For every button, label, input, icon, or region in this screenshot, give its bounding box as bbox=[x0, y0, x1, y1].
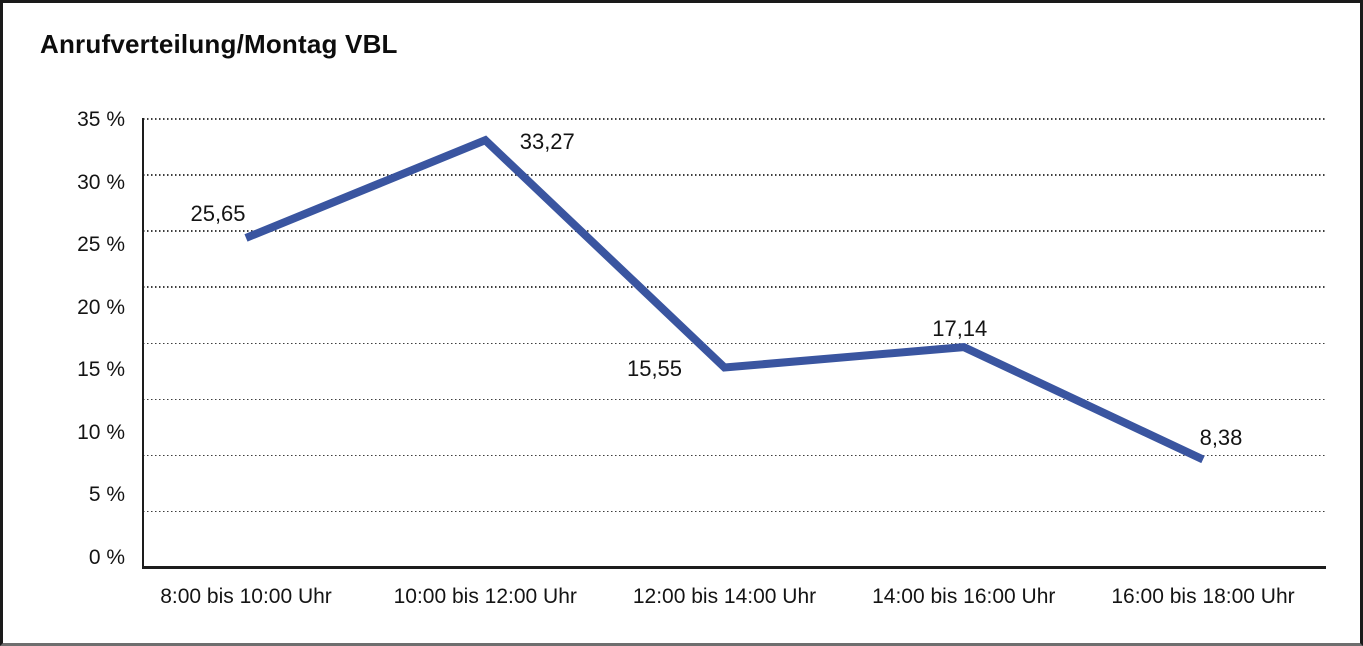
x-tick-label: 8:00 bis 10:00 Uhr bbox=[160, 585, 332, 608]
x-axis-line bbox=[142, 566, 1326, 569]
chart-title: Anrufverteilung/Montag VBL bbox=[40, 29, 398, 59]
data-polyline bbox=[244, 135, 1205, 464]
y-tick-label: 30 % bbox=[77, 170, 125, 194]
y-axis-line bbox=[142, 118, 144, 569]
y-tick-label: 25 % bbox=[77, 233, 125, 257]
x-tick-label: 14:00 bis 16:00 Uhr bbox=[872, 585, 1056, 608]
point-value-label: 33,27 bbox=[519, 129, 575, 155]
y-tick-label: 15 % bbox=[77, 358, 125, 382]
point-value-label: 25,65 bbox=[190, 200, 246, 226]
y-tick-label: 10 % bbox=[77, 420, 125, 444]
x-tick-label: 10:00 bis 12:00 Uhr bbox=[393, 585, 577, 608]
x-tick-label: 16:00 bis 18:00 Uhr bbox=[1111, 585, 1295, 608]
gridline bbox=[143, 174, 1325, 176]
x-tick-label: 12:00 bis 14:00 Uhr bbox=[632, 585, 817, 608]
gridline bbox=[143, 342, 1325, 344]
point-value-label: 17,14 bbox=[932, 316, 988, 342]
y-tick-label: 35 % bbox=[77, 108, 125, 131]
gridline bbox=[143, 286, 1325, 288]
y-tick-label: 5 % bbox=[88, 483, 125, 507]
gridline bbox=[143, 398, 1325, 401]
y-tick-label: 0 % bbox=[88, 545, 125, 569]
gridline bbox=[143, 454, 1325, 457]
point-value-label: 15,55 bbox=[626, 355, 683, 381]
gridline bbox=[143, 510, 1325, 513]
point-value-label: 8,38 bbox=[1199, 425, 1243, 451]
y-tick-label: 20 % bbox=[77, 295, 125, 319]
gridline bbox=[143, 118, 1325, 120]
data-line-svg bbox=[244, 135, 1205, 464]
gridline bbox=[143, 230, 1325, 232]
